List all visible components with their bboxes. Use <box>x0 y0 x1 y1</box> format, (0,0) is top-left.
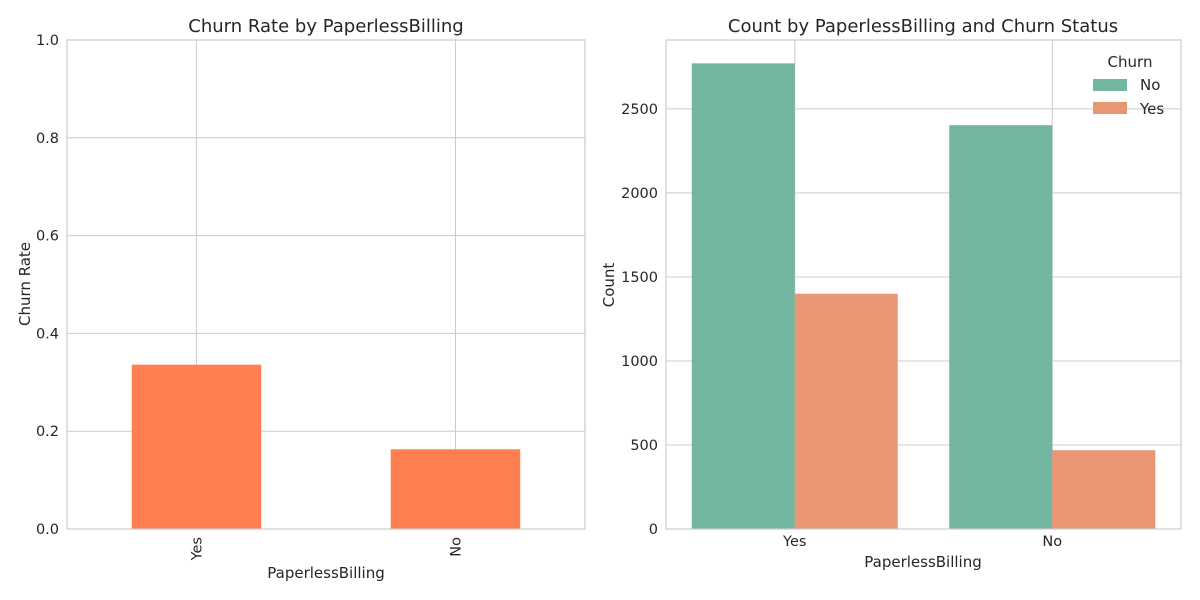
chart1-x-axis-label: PaperlessBilling <box>267 564 385 582</box>
chart1-x-tick-labels: Yes No <box>190 537 465 562</box>
chart2-y-tick-labels: 0 500 1000 1500 2000 2500 <box>621 102 658 538</box>
chart2-y-tick-label: 2500 <box>621 102 658 118</box>
chart1-y-tick-label: 0.2 <box>36 424 59 440</box>
chart2-x-tick-label: No <box>1042 534 1062 550</box>
chart2-frame <box>665 39 1182 530</box>
legend-swatch-yes <box>1093 102 1127 114</box>
count-by-churn-chart: Count by PaperlessBilling and Churn Stat… <box>600 16 1182 571</box>
chart1-frame <box>66 39 586 530</box>
chart1-y-tick-labels: 0.0 0.2 0.4 0.6 0.8 1.0 <box>36 33 59 538</box>
chart1-y-axis-label: Churn Rate <box>16 242 34 326</box>
chart2-x-tick-label: Yes <box>782 534 806 550</box>
legend-label-yes: Yes <box>1139 100 1164 118</box>
chart1-bars <box>131 364 521 529</box>
chart1-y-tick-label: 1.0 <box>36 33 59 49</box>
chart1-x-tick-label: No <box>449 537 465 557</box>
chart2-x-tick-labels: Yes No <box>782 534 1062 550</box>
chart1-y-tick-label: 0.0 <box>36 522 59 538</box>
chart2-legend: Churn No Yes <box>1093 53 1164 118</box>
chart2-bar-no-churn-yes <box>1052 450 1156 529</box>
chart2-y-tick-label: 1000 <box>621 354 658 370</box>
chart1-x-tick-label: Yes <box>190 537 206 561</box>
chart1-title: Churn Rate by PaperlessBilling <box>188 16 463 37</box>
chart2-y-tick-label: 1500 <box>621 270 658 286</box>
legend-swatch-no <box>1093 79 1127 91</box>
churn-rate-chart: Churn Rate by PaperlessBilling 0.0 0.2 0.4… <box>16 16 586 582</box>
chart2-bar-yes-churn-yes <box>794 293 898 529</box>
chart1-bar-yes <box>131 364 262 529</box>
chart1-bar-no <box>390 449 521 529</box>
chart2-x-axis-label: PaperlessBilling <box>864 553 982 571</box>
legend-title: Churn <box>1108 53 1153 71</box>
chart2-y-tick-label: 0 <box>649 522 658 538</box>
chart1-y-tick-label: 0.4 <box>36 326 59 342</box>
legend-label-no: No <box>1140 76 1160 94</box>
chart1-y-tick-label: 0.6 <box>36 229 59 245</box>
chart1-y-tick-label: 0.8 <box>36 131 59 147</box>
chart2-bar-no-churn-no <box>949 125 1053 530</box>
chart2-y-tick-label: 2000 <box>621 186 658 202</box>
chart2-y-tick-label: 500 <box>630 438 658 454</box>
chart2-bars <box>691 63 1156 530</box>
chart2-y-axis-label: Count <box>600 263 618 308</box>
chart2-bar-yes-churn-no <box>691 63 795 530</box>
chart2-title: Count by PaperlessBilling and Churn Stat… <box>728 16 1118 37</box>
